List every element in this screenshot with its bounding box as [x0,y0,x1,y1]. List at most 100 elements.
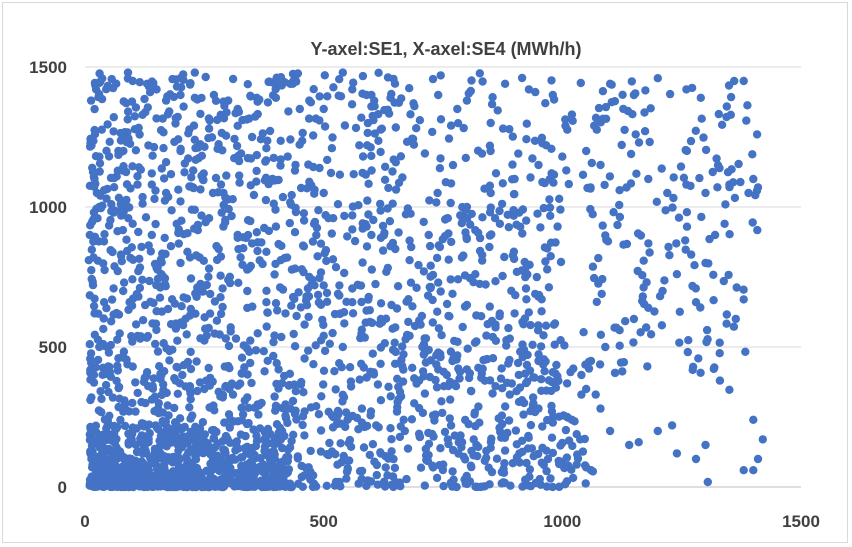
scatter-point [336,309,345,318]
scatter-point [322,481,331,490]
scatter-point [582,384,591,394]
scatter-point [122,99,131,108]
scatter-point [340,268,349,278]
scatter-point [274,239,283,249]
scatter-point [578,170,588,179]
scatter-point [549,178,558,187]
scatter-point [130,125,140,134]
scatter-point [239,233,248,242]
scatter-point [418,342,427,352]
scatter-point [374,68,383,78]
scatter-point [330,367,339,376]
scatter-point [322,288,332,298]
scatter-point [258,129,267,138]
scatter-point [231,334,241,343]
scatter-point [87,141,96,150]
scatter-point [536,223,545,232]
scatter-point [218,284,227,293]
scatter-point [140,94,149,104]
scatter-point [394,228,403,237]
scatter-point [485,181,495,190]
scatter-point [216,293,225,302]
scatter-point [515,458,524,467]
scatter-point [568,116,577,126]
scatter-point [359,363,368,372]
scatter-point [151,339,160,349]
scatter-point [729,322,739,331]
scatter-point [378,221,388,231]
scatter-point [497,364,506,373]
scatter-point [158,281,167,291]
scatter-point [97,94,107,104]
scatter-point [603,237,613,246]
scatter-point [636,328,645,337]
scatter-point [174,474,184,483]
scatter-point [312,230,321,240]
scatter-point [458,202,467,212]
scatter-point [388,472,398,481]
scatter-point [160,233,169,243]
scatter-point [358,152,368,161]
scatter-point [135,254,144,263]
scatter-point [156,481,165,490]
scatter-point [713,161,723,170]
scatter-point [547,407,557,416]
scatter-point [255,401,264,410]
scatter-point [432,383,442,392]
scatter-point [374,136,383,145]
scatter-point [123,115,132,124]
scatter-point [177,83,186,92]
scatter-point [271,205,280,214]
scatter-point [442,299,452,309]
scatter-point [123,68,133,77]
scatter-point [502,341,511,350]
scatter-point [335,281,344,290]
scatter-point [158,428,167,437]
scatter-point [452,355,461,364]
scatter-point [271,222,281,231]
chart-title: Y-axel:SE1, X-axel:SE4 (MWh/h) [310,39,581,59]
scatter-point [515,383,525,392]
scatter-point [387,89,396,99]
scatter-point [518,482,527,491]
scatter-point [205,116,214,125]
scatter-point [394,382,403,392]
scatter-point [321,211,330,220]
scatter-point [616,358,626,367]
scatter-point [163,401,172,410]
scatter-point [367,166,376,175]
scatter-point [478,77,487,86]
scatter-point [108,482,117,492]
scatter-point [444,439,453,449]
scatter-point [504,359,513,368]
scatter-point [253,246,262,256]
scatter-point [393,374,402,383]
scatter-point [534,350,543,359]
scatter-point [239,480,248,490]
scatter-point [349,170,358,179]
scatter-point [211,96,221,106]
scatter-point [299,267,308,277]
scatter-point [679,173,689,182]
scatter-point [521,284,531,293]
scatter-point [159,380,168,389]
scatter-point [609,208,618,217]
scatter-point [384,183,393,193]
scatter-point [644,239,653,248]
scatter-point [278,443,287,453]
scatter-point [626,179,636,188]
scatter-point [142,480,151,489]
scatter-point [551,369,560,378]
scatter-point [540,367,549,376]
scatter-point [174,228,183,238]
scatter-point [306,446,315,456]
scatter-point [212,316,222,325]
scatter-point [298,128,307,138]
scatter-point [128,423,137,432]
scatter-point [465,273,475,283]
scatter-point [246,92,255,101]
scatter-point [174,239,183,248]
scatter-point [86,365,95,374]
scatter-point [580,461,590,470]
